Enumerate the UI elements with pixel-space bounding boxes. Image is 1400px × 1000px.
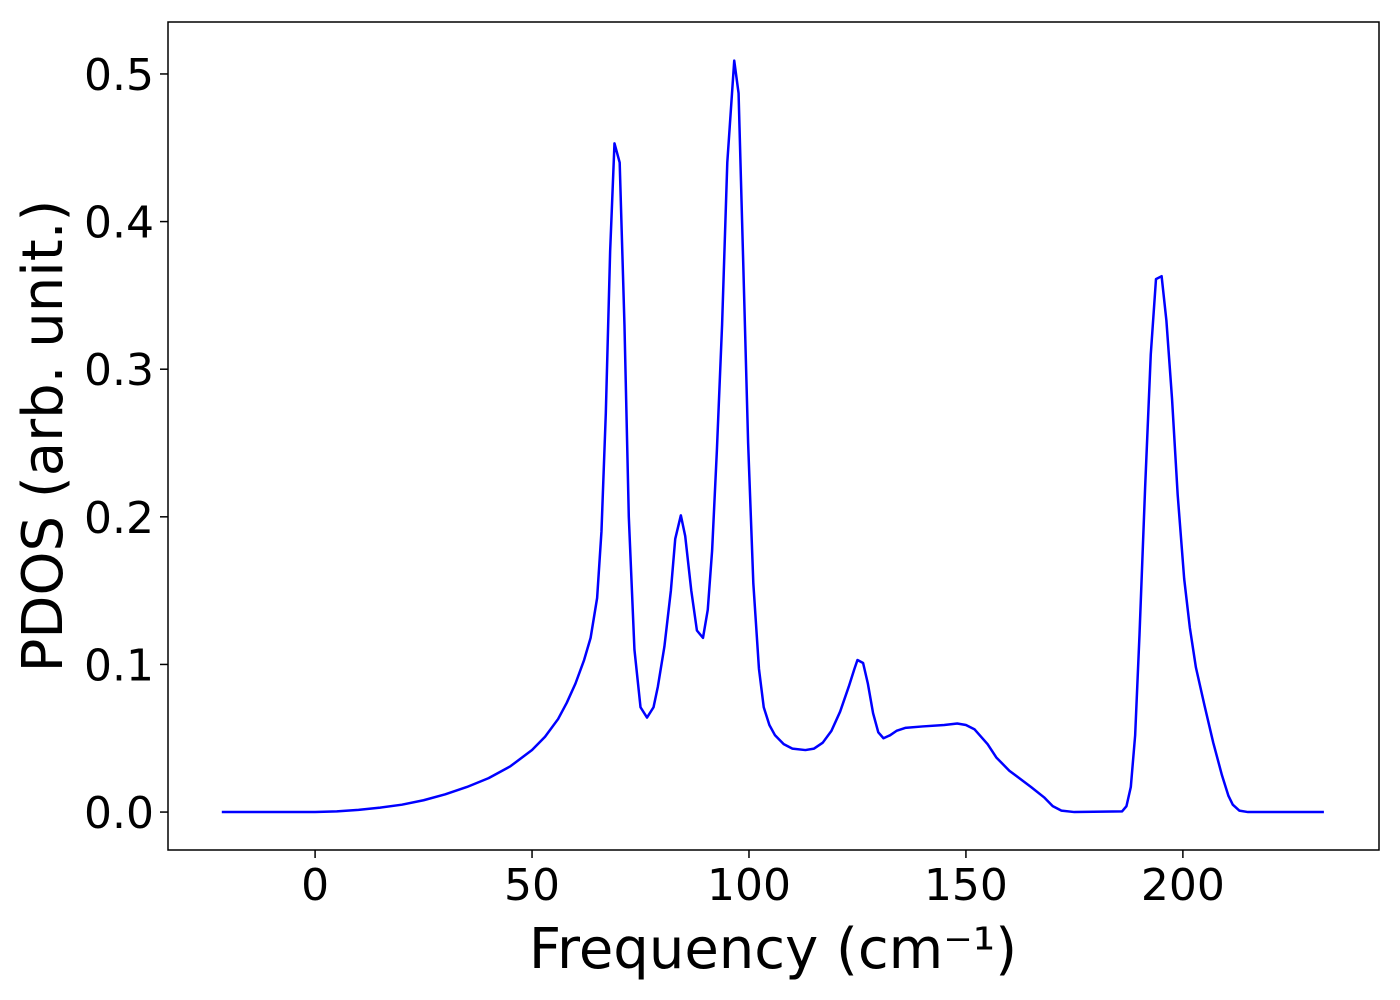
x-tick-label: 100 — [707, 860, 791, 911]
x-axis-label: Frequency (cm⁻¹) — [529, 917, 1017, 982]
x-tick-label: 200 — [1141, 860, 1225, 911]
y-tick-label: 0.3 — [84, 345, 154, 396]
x-tick-label: 150 — [924, 860, 1008, 911]
x-tick-label: 0 — [301, 860, 329, 911]
y-tick-label: 0.0 — [84, 788, 154, 839]
y-tick-label: 0.2 — [84, 493, 154, 544]
y-axis-label: PDOS (arb. unit.) — [11, 200, 76, 673]
y-tick-label: 0.5 — [84, 50, 154, 101]
y-tick-label: 0.4 — [84, 198, 154, 249]
x-tick-label: 50 — [504, 860, 560, 911]
data-line — [221, 59, 1324, 814]
y-tick-label: 0.1 — [84, 640, 154, 691]
plot-frame — [167, 21, 1380, 851]
